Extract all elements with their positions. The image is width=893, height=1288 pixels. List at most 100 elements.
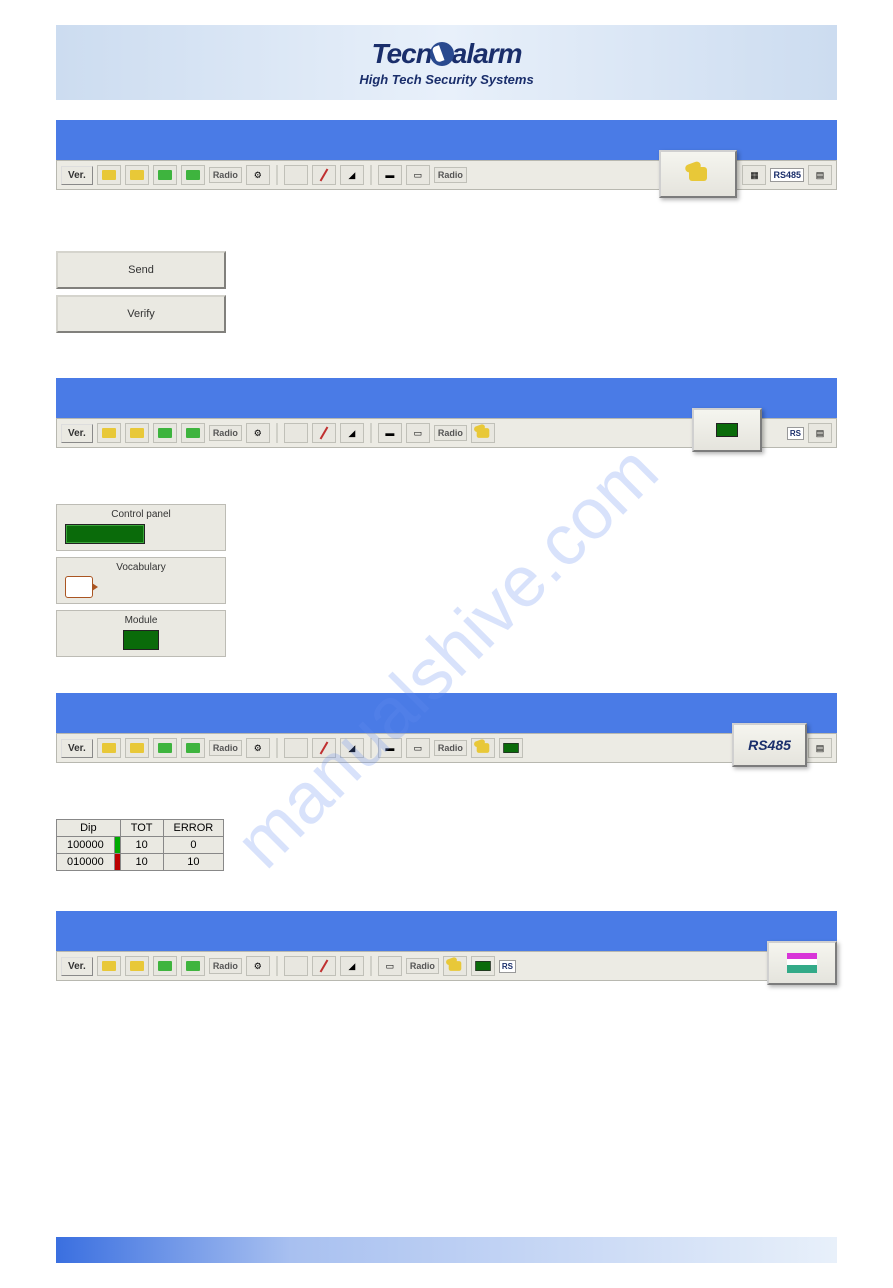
folder-green-icon[interactable] bbox=[153, 956, 177, 976]
settings-icon[interactable]: ⚙ bbox=[246, 423, 270, 443]
chip-icon bbox=[716, 423, 738, 437]
chip-icon[interactable]: ▬ bbox=[378, 738, 402, 758]
blue-band-3 bbox=[56, 693, 837, 733]
separator-icon bbox=[276, 165, 278, 185]
folder-green-icon[interactable] bbox=[153, 738, 177, 758]
diag-icon[interactable]: ◢ bbox=[340, 956, 364, 976]
settings-icon[interactable]: ⚙ bbox=[246, 738, 270, 758]
dip-header: Dip bbox=[57, 820, 121, 837]
table-row: 010000 10 10 bbox=[57, 854, 224, 871]
layout-icon[interactable]: ▤ bbox=[808, 738, 832, 758]
pen-icon[interactable] bbox=[312, 423, 336, 443]
chip2-icon[interactable] bbox=[499, 738, 523, 758]
rect-icon[interactable]: ▭ bbox=[406, 738, 430, 758]
folder-icon[interactable] bbox=[97, 738, 121, 758]
toolbar-4: Ver. Radio ⚙ ◢ ▭ Radio RS bbox=[56, 951, 837, 981]
vocabulary-label: Vocabulary bbox=[59, 562, 223, 573]
chip-icon[interactable]: ▬ bbox=[378, 423, 402, 443]
folder-open-icon[interactable] bbox=[125, 956, 149, 976]
chip2-icon[interactable]: ▦ bbox=[742, 165, 766, 185]
folder-green2-icon[interactable] bbox=[181, 165, 205, 185]
folder-green2-icon[interactable] bbox=[181, 956, 205, 976]
diag-icon[interactable]: ◢ bbox=[340, 165, 364, 185]
folder-icon[interactable] bbox=[97, 423, 121, 443]
dip-table: Dip TOT ERROR 100000 10 0 010000 10 10 bbox=[56, 819, 224, 871]
ver-button[interactable]: Ver. bbox=[61, 739, 93, 758]
pen-icon[interactable] bbox=[312, 956, 336, 976]
footer-band bbox=[56, 1237, 837, 1263]
table-row: 100000 10 0 bbox=[57, 837, 224, 854]
control-panel-button[interactable]: Control panel bbox=[56, 504, 226, 551]
rect-icon[interactable]: ▭ bbox=[406, 165, 430, 185]
ver-button[interactable]: Ver. bbox=[61, 957, 93, 976]
table-header-row: Dip TOT ERROR bbox=[57, 820, 224, 837]
separator-icon bbox=[370, 956, 372, 976]
phone-icon[interactable] bbox=[443, 956, 467, 976]
folder-green2-icon[interactable] bbox=[181, 738, 205, 758]
radio-label[interactable]: Radio bbox=[209, 740, 242, 756]
pcb-icon bbox=[65, 524, 145, 544]
logo-left: Tecn bbox=[371, 38, 431, 69]
folder-icon[interactable] bbox=[97, 165, 121, 185]
folder-green-icon[interactable] bbox=[153, 165, 177, 185]
blank-icon[interactable] bbox=[284, 165, 308, 185]
diag-icon[interactable]: ◢ bbox=[340, 738, 364, 758]
layout-highlight-button[interactable] bbox=[767, 941, 837, 985]
ver-button[interactable]: Ver. bbox=[61, 424, 93, 443]
rs485-icon: RS485 bbox=[748, 737, 791, 753]
separator-icon bbox=[370, 165, 372, 185]
radio2-label[interactable]: Radio bbox=[406, 958, 439, 974]
separator-icon bbox=[276, 738, 278, 758]
radio2-label[interactable]: Radio bbox=[434, 425, 467, 441]
error-cell: 10 bbox=[163, 854, 224, 871]
rs485-label[interactable]: RS bbox=[499, 960, 516, 973]
phone-icon[interactable] bbox=[471, 738, 495, 758]
radio2-label[interactable]: Radio bbox=[434, 740, 467, 756]
rs485-label[interactable]: RS bbox=[787, 427, 804, 440]
radio2-label[interactable]: Radio bbox=[434, 167, 467, 183]
rect-icon[interactable]: ▭ bbox=[378, 956, 402, 976]
ver-button[interactable]: Ver. bbox=[61, 166, 93, 185]
module-button[interactable]: Module bbox=[56, 610, 226, 657]
module-label: Module bbox=[59, 615, 223, 626]
header-band: Tecn alarm High Tech Security Systems bbox=[56, 25, 837, 100]
tot-header: TOT bbox=[120, 820, 163, 837]
folder-open-icon[interactable] bbox=[125, 423, 149, 443]
layout-icon[interactable]: ▤ bbox=[808, 165, 832, 185]
vocabulary-button[interactable]: Vocabulary bbox=[56, 557, 226, 604]
settings-icon[interactable]: ⚙ bbox=[246, 956, 270, 976]
settings-icon[interactable]: ⚙ bbox=[246, 165, 270, 185]
verify-button[interactable]: Verify bbox=[56, 295, 226, 333]
pen-icon[interactable] bbox=[312, 738, 336, 758]
rs485-highlight-button[interactable]: RS485 bbox=[732, 723, 807, 767]
radio-label[interactable]: Radio bbox=[209, 425, 242, 441]
blank-icon[interactable] bbox=[284, 738, 308, 758]
folder-green-icon[interactable] bbox=[153, 423, 177, 443]
phone-icon[interactable] bbox=[471, 423, 495, 443]
chip2-icon[interactable] bbox=[471, 956, 495, 976]
folder-open-icon[interactable] bbox=[125, 165, 149, 185]
blank-icon[interactable] bbox=[284, 956, 308, 976]
tagline: High Tech Security Systems bbox=[359, 72, 533, 87]
chip-icon[interactable]: ▬ bbox=[378, 165, 402, 185]
rs485-label[interactable]: RS485 bbox=[770, 168, 804, 182]
radio-label[interactable]: Radio bbox=[209, 167, 242, 183]
folder-open-icon[interactable] bbox=[125, 738, 149, 758]
control-panel-label: Control panel bbox=[59, 509, 223, 520]
phone-highlight-button[interactable] bbox=[659, 150, 737, 198]
layout-icon[interactable]: ▤ bbox=[808, 423, 832, 443]
logo-icon bbox=[430, 42, 454, 66]
blank-icon[interactable] bbox=[284, 423, 308, 443]
folder-green2-icon[interactable] bbox=[181, 423, 205, 443]
separator-icon bbox=[276, 956, 278, 976]
chip-highlight-button[interactable] bbox=[692, 408, 762, 452]
send-button[interactable]: Send bbox=[56, 251, 226, 289]
radio-label[interactable]: Radio bbox=[209, 958, 242, 974]
logo-right: alarm bbox=[452, 38, 522, 69]
folder-icon[interactable] bbox=[97, 956, 121, 976]
blue-band-4 bbox=[56, 911, 837, 951]
rect-icon[interactable]: ▭ bbox=[406, 423, 430, 443]
diag-icon[interactable]: ◢ bbox=[340, 423, 364, 443]
pen-icon[interactable] bbox=[312, 165, 336, 185]
toolbar-3: Ver. Radio ⚙ ◢ ▬ ▭ Radio ▤ bbox=[56, 733, 837, 763]
